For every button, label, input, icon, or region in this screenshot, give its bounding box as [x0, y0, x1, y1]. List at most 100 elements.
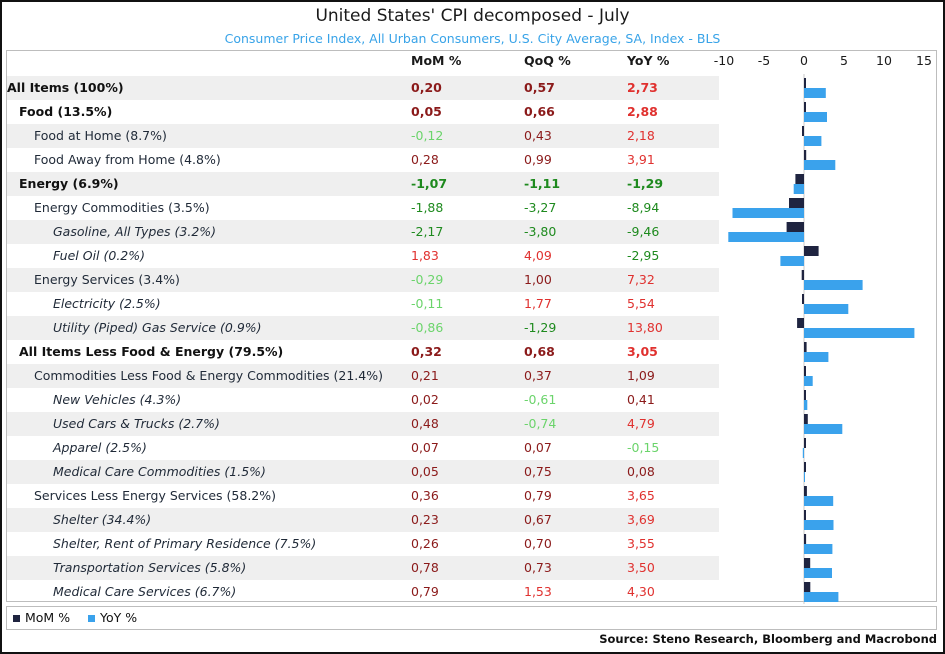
row-label: Energy Commodities (3.5%)	[34, 200, 210, 215]
cell-qoq: 1,53	[524, 584, 552, 599]
bar-mom	[804, 414, 808, 424]
cell-mom: 1,83	[411, 248, 439, 263]
cell-mom: -0,29	[411, 272, 444, 287]
chart-subtitle: Consumer Price Index, All Urban Consumer…	[224, 31, 721, 46]
row-label: Energy Services (3.4%)	[34, 272, 180, 287]
table-row: Food (13.5%) 0,05 0,66 2,88	[7, 100, 719, 124]
cell-mom: 0,79	[411, 584, 439, 599]
bar-yoy	[804, 592, 839, 602]
x-tick-label: 15	[916, 53, 932, 68]
cell-qoq: 0,07	[524, 440, 552, 455]
row-label: New Vehicles (4.3%)	[53, 392, 182, 407]
table-row: Food at Home (8.7%) -0,12 0,43 2,18	[7, 124, 719, 148]
bar-yoy	[804, 400, 808, 410]
cell-yoy: 0,41	[627, 392, 655, 407]
cell-yoy: 13,80	[627, 320, 663, 335]
cell-yoy: -2,95	[627, 248, 660, 263]
cell-yoy: -0,15	[627, 440, 660, 455]
cell-mom: 0,20	[411, 80, 442, 95]
bar-yoy	[804, 472, 805, 482]
cell-qoq: -0,74	[524, 416, 557, 431]
table-row: Electricity (2.5%) -0,11 1,77 5,54	[7, 292, 719, 316]
table-row: Apparel (2.5%) 0,07 0,07 -0,15	[7, 436, 719, 460]
row-label: All Items Less Food & Energy (79.5%)	[19, 344, 284, 359]
table-row: Shelter (34.4%) 0,23 0,67 3,69	[7, 508, 719, 532]
table-row: Transportation Services (5.8%) 0,78 0,73 3,…	[7, 556, 719, 580]
bar-mom	[804, 150, 807, 160]
row-label: Medical Care Commodities (1.5%)	[53, 464, 266, 479]
cell-qoq: 0,70	[524, 536, 552, 551]
row-label: Commodities Less Food & Energy Commoditi…	[34, 368, 383, 383]
cell-mom: 0,36	[411, 488, 439, 503]
bar-mom	[802, 126, 804, 136]
bar-mom	[804, 510, 806, 520]
cell-yoy: -8,94	[627, 200, 660, 215]
bar-yoy	[804, 568, 832, 578]
row-label: Transportation Services (5.8%)	[53, 560, 247, 575]
row-label: Fuel Oil (0.2%)	[53, 248, 146, 263]
cell-yoy: 2,73	[627, 80, 658, 95]
bar-yoy	[780, 256, 804, 266]
cell-qoq: 1,00	[524, 272, 552, 287]
bar-mom	[804, 582, 811, 592]
cell-qoq: 0,79	[524, 488, 552, 503]
bar-mom	[804, 558, 811, 568]
cell-mom: 0,26	[411, 536, 439, 551]
cell-mom: 0,21	[411, 368, 439, 383]
table-row: Used Cars & Trucks (2.7%) 0,48 -0,74 4,79	[7, 412, 719, 436]
bar-yoy	[804, 424, 843, 434]
table-row: Gasoline, All Types (3.2%) -2,17 -3,80 -9,4…	[7, 220, 719, 244]
table-row: Medical Care Commodities (1.5%) 0,05 0,75 0…	[7, 460, 719, 484]
row-label: Electricity (2.5%)	[53, 296, 161, 311]
bar-mom	[804, 342, 807, 352]
cell-yoy: 3,91	[627, 152, 655, 167]
x-tick-label: 0	[800, 53, 808, 68]
cell-mom: 0,07	[411, 440, 439, 455]
table-row: Shelter, Rent of Primary Residence (7.5%…	[7, 532, 719, 556]
table-row: Fuel Oil (0.2%) 1,83 4,09 -2,95	[7, 244, 719, 268]
cell-yoy: 2,88	[627, 104, 658, 119]
cell-mom: -0,86	[411, 320, 444, 335]
bar-mom	[804, 534, 807, 544]
cell-qoq: 1,77	[524, 296, 552, 311]
bar-yoy	[804, 328, 915, 338]
cell-qoq: 0,67	[524, 512, 552, 527]
bar-yoy	[804, 352, 829, 362]
cell-mom: 0,02	[411, 392, 439, 407]
cell-yoy: 3,69	[627, 512, 655, 527]
bar-mom	[804, 102, 806, 112]
bar-yoy	[804, 544, 833, 554]
cell-qoq: 0,37	[524, 368, 552, 383]
cell-mom: 0,23	[411, 512, 439, 527]
cell-yoy: 3,05	[627, 344, 658, 359]
cell-yoy: 4,30	[627, 584, 655, 599]
table-row: All Items (100%) 0,20 0,57 2,73	[7, 76, 719, 100]
cell-mom: 0,32	[411, 344, 442, 359]
bar-chart	[728, 74, 915, 604]
legend-swatch-mom	[13, 615, 20, 622]
row-label: Food Away from Home (4.8%)	[34, 152, 221, 167]
cell-qoq: -1,11	[524, 176, 561, 191]
legend-label-yoy: YoY %	[100, 610, 138, 625]
bar-yoy	[802, 448, 804, 458]
row-label: Utility (Piped) Gas Service (0.9%)	[53, 320, 262, 335]
bar-mom	[804, 462, 806, 472]
table-row: Energy Commodities (3.5%) -1,88 -3,27 -8,94	[7, 196, 719, 220]
cell-mom: -1,88	[411, 200, 444, 215]
cell-yoy: -9,46	[627, 224, 660, 239]
cell-yoy: 4,79	[627, 416, 655, 431]
row-label: Used Cars & Trucks (2.7%)	[53, 416, 220, 431]
cell-qoq: 0,57	[524, 80, 555, 95]
chart-title: United States' CPI decomposed - July	[315, 6, 630, 26]
bar-mom	[804, 486, 807, 496]
row-label: Medical Care Services (6.7%)	[53, 584, 237, 599]
bar-yoy	[804, 136, 822, 146]
cell-yoy: 3,50	[627, 560, 655, 575]
cell-qoq: 0,66	[524, 104, 555, 119]
table-row: All Items Less Food & Energy (79.5%) 0,32…	[7, 340, 719, 364]
cell-qoq: 0,99	[524, 152, 552, 167]
table-row: Commodities Less Food & Energy Commoditi…	[7, 364, 719, 388]
bar-yoy	[804, 376, 813, 386]
cell-yoy: 2,18	[627, 128, 655, 143]
